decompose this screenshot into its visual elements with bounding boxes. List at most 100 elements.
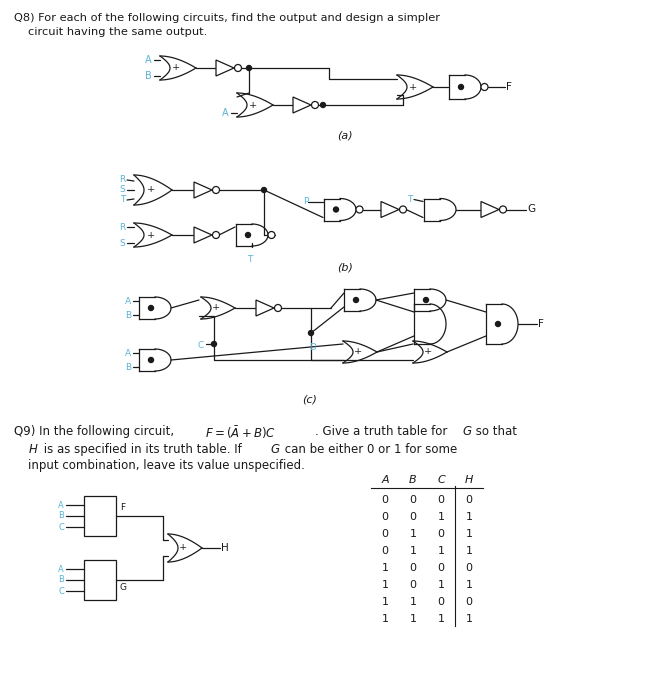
Text: 0: 0 [466,495,472,505]
Circle shape [246,66,252,71]
Text: 0: 0 [381,495,388,505]
Text: 1: 1 [438,512,445,522]
Text: C: C [198,342,204,351]
Text: +: + [147,230,155,239]
Text: input combination, leave its value unspecified.: input combination, leave its value unspe… [28,459,305,472]
Text: 1: 1 [409,614,417,624]
Circle shape [212,342,217,346]
Text: 0: 0 [409,580,417,590]
Text: D: D [309,343,316,352]
Circle shape [424,298,428,302]
Text: C: C [58,587,64,596]
Circle shape [356,206,363,213]
Text: 1: 1 [466,529,472,539]
Text: Q8) For each of the following circuits, find the output and design a simpler: Q8) For each of the following circuits, … [14,13,440,23]
Circle shape [212,186,219,193]
Text: 1: 1 [438,580,445,590]
Text: 1: 1 [438,546,445,556]
Text: 1: 1 [466,512,472,522]
Text: so that: so that [472,425,517,438]
Text: C: C [58,522,64,531]
Text: Q9) In the following circuit,: Q9) In the following circuit, [14,425,178,438]
Circle shape [309,330,314,335]
Text: $G$: $G$ [462,425,472,438]
Text: B: B [409,475,417,485]
Circle shape [149,358,153,363]
Circle shape [312,102,318,108]
Text: B: B [58,512,64,521]
Text: $G$: $G$ [270,443,280,456]
Circle shape [458,85,464,90]
Text: B: B [125,311,131,319]
Text: T: T [120,195,125,204]
Text: H: H [465,475,473,485]
Text: 0: 0 [466,563,472,573]
Text: T: T [247,255,252,264]
Text: F: F [120,503,125,512]
Text: (b): (b) [337,262,353,272]
Circle shape [246,232,250,237]
Circle shape [333,207,339,212]
Text: 1: 1 [381,597,388,607]
Text: A: A [125,349,131,358]
Bar [84,496,116,536]
Circle shape [261,188,267,193]
Text: 1: 1 [466,580,472,590]
Circle shape [320,102,326,108]
Text: A: A [381,475,389,485]
Text: +: + [212,304,220,312]
Text: 0: 0 [466,597,472,607]
Circle shape [500,206,506,213]
Circle shape [481,83,488,90]
Text: C: C [437,475,445,485]
Text: can be either 0 or 1 for some: can be either 0 or 1 for some [281,443,457,456]
Circle shape [234,64,242,71]
Text: 1: 1 [438,614,445,624]
Text: G: G [120,584,127,592]
Text: 0: 0 [438,495,445,505]
Text: A: A [58,500,64,510]
Text: (c): (c) [303,395,318,405]
Text: 1: 1 [409,529,417,539]
Circle shape [354,298,358,302]
Text: A: A [58,564,64,573]
Text: H: H [221,543,229,553]
Text: 0: 0 [381,512,388,522]
Circle shape [212,232,219,239]
Text: . Give a truth table for: . Give a truth table for [315,425,451,438]
Text: 0: 0 [409,563,417,573]
Text: G: G [527,204,535,214]
Text: +: + [172,64,180,73]
Bar [84,560,116,600]
Circle shape [149,305,153,311]
Circle shape [268,232,275,239]
Text: S: S [119,186,125,195]
Text: A: A [125,297,131,305]
Text: R: R [119,223,125,232]
Text: S: S [119,239,125,248]
Text: T: T [407,195,412,204]
Text: 0: 0 [438,563,445,573]
Text: 0: 0 [381,546,388,556]
Text: 1: 1 [466,546,472,556]
Circle shape [400,206,407,213]
Text: 1: 1 [409,597,417,607]
Text: A: A [223,108,229,118]
Text: B: B [145,71,152,81]
Text: 0: 0 [438,529,445,539]
Text: +: + [179,543,187,552]
Text: +: + [354,347,362,356]
Text: B: B [58,575,64,584]
Text: 1: 1 [381,614,388,624]
Text: 1: 1 [466,614,472,624]
Text: A: A [145,55,152,65]
Text: F: F [506,82,512,92]
Text: B: B [125,363,131,372]
Text: $F=(\bar{A}+B)C$: $F=(\bar{A}+B)C$ [205,425,276,442]
Text: $H$: $H$ [28,443,39,456]
Text: 0: 0 [409,512,417,522]
Text: R: R [119,176,125,185]
Text: P: P [303,197,308,206]
Text: 0: 0 [438,597,445,607]
Text: +: + [424,347,432,356]
